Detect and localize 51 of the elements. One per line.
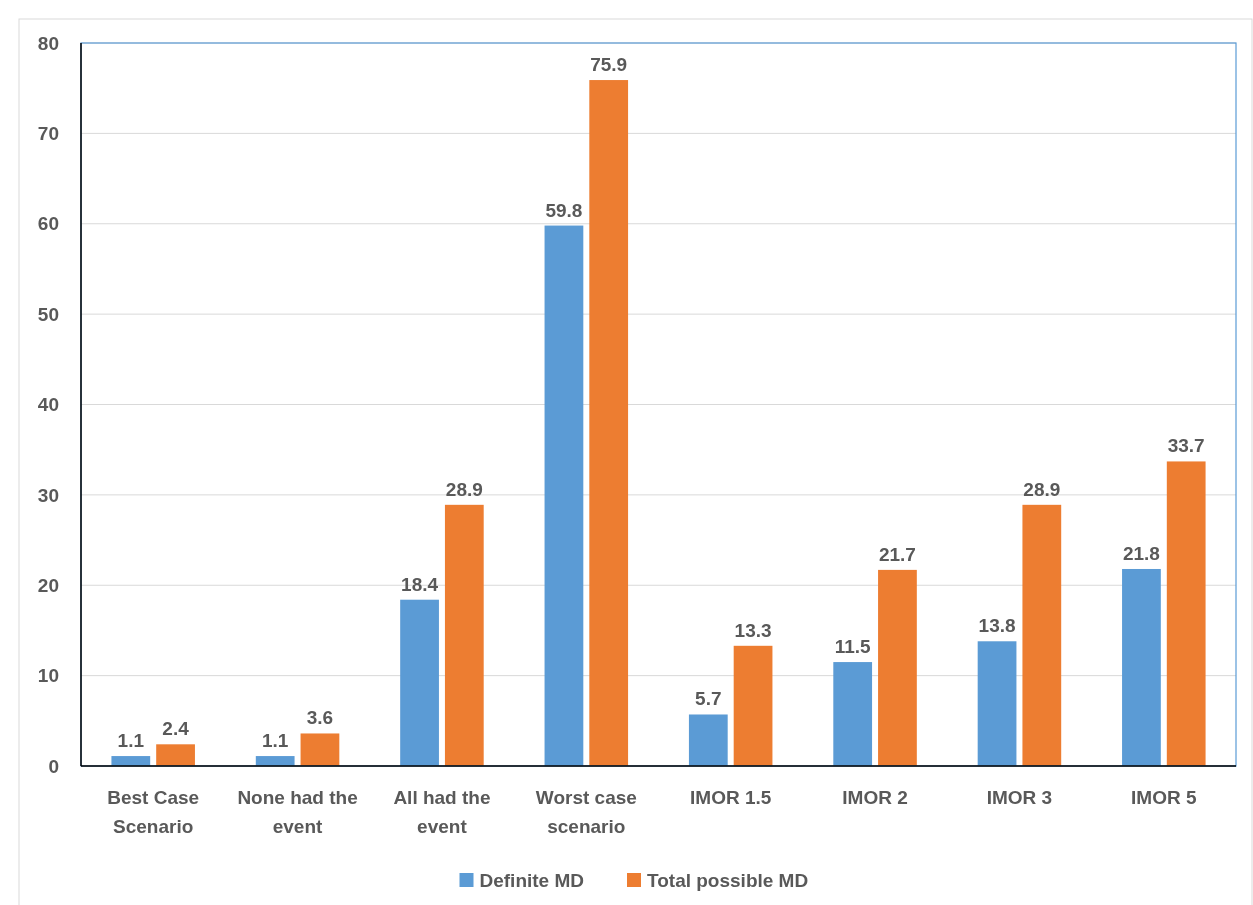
legend-label: Definite MD bbox=[479, 869, 584, 891]
data-label: 5.7 bbox=[695, 688, 722, 710]
bar bbox=[156, 744, 195, 766]
y-tick-label: 50 bbox=[37, 303, 59, 325]
y-tick-label: 20 bbox=[37, 574, 59, 596]
y-tick-label: 80 bbox=[37, 32, 59, 54]
bar bbox=[688, 714, 728, 766]
bar bbox=[733, 645, 773, 766]
bar bbox=[833, 662, 873, 766]
bar bbox=[255, 756, 295, 766]
bar bbox=[1022, 504, 1062, 766]
y-tick-label: 10 bbox=[37, 665, 59, 687]
data-label: 1.1 bbox=[117, 730, 145, 752]
data-label: 2.4 bbox=[162, 718, 190, 740]
data-label: 28.9 bbox=[445, 478, 483, 500]
data-label: 59.8 bbox=[545, 199, 583, 221]
data-label: 13.3 bbox=[734, 619, 772, 641]
data-label: 28.9 bbox=[1023, 478, 1061, 500]
data-label: 18.4 bbox=[401, 573, 439, 595]
data-label: 33.7 bbox=[1167, 435, 1205, 457]
data-label: 1.1 bbox=[261, 730, 289, 752]
data-label: 75.9 bbox=[590, 54, 628, 76]
bar bbox=[300, 733, 340, 766]
x-tick-label: All had the event bbox=[393, 787, 491, 837]
x-tick-label: IMOR 5 bbox=[1131, 787, 1197, 808]
bar bbox=[977, 641, 1017, 766]
x-tick-label: IMOR 2 bbox=[842, 787, 908, 808]
y-tick-label: 30 bbox=[37, 484, 59, 506]
y-tick-label: 0 bbox=[48, 755, 59, 777]
x-tick-label: Best Case Scenario bbox=[107, 787, 200, 837]
bar bbox=[444, 504, 484, 766]
bar bbox=[400, 599, 439, 766]
x-tick-label: None had the event bbox=[237, 787, 358, 837]
bar bbox=[544, 225, 584, 766]
y-tick-label: 60 bbox=[37, 213, 59, 235]
bar bbox=[878, 569, 917, 766]
data-label: 21.7 bbox=[878, 543, 916, 565]
bar bbox=[1166, 461, 1206, 766]
data-label: 3.6 bbox=[306, 707, 334, 729]
legend-label: Total possible MD bbox=[647, 869, 809, 891]
x-tick-label: Worst case scenario bbox=[535, 787, 637, 837]
x-tick-label: IMOR 1.5 bbox=[690, 787, 772, 808]
bar bbox=[589, 80, 629, 766]
x-tick-label: IMOR 3 bbox=[986, 787, 1053, 808]
data-label: 13.8 bbox=[978, 615, 1016, 637]
data-label: 11.5 bbox=[834, 636, 872, 658]
y-tick-label: 70 bbox=[37, 123, 59, 145]
bar bbox=[111, 756, 151, 766]
bar bbox=[1122, 568, 1161, 766]
data-label: 21.8 bbox=[1122, 542, 1160, 564]
y-tick-label: 40 bbox=[37, 394, 59, 416]
